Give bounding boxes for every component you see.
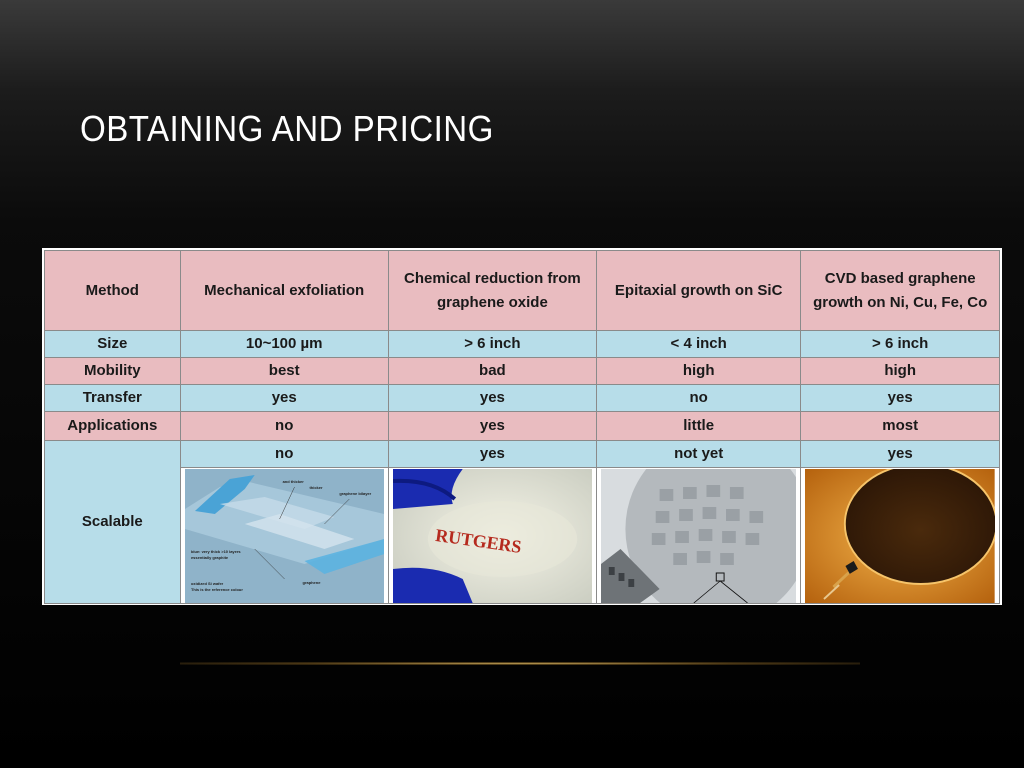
image-cell: and thicker thicker graphene bilayer blu…	[179, 467, 389, 604]
image-label: thicker	[309, 484, 322, 489]
cvd-graphene-image	[805, 468, 995, 603]
header-col-1: Mechanical exfoliation	[179, 250, 389, 331]
table-cell: no	[179, 440, 389, 468]
table-row: Transfer yes yes no yes	[44, 384, 1000, 412]
image-label: blue: very thick >10 layers	[191, 548, 241, 553]
table-cell: little	[595, 411, 802, 441]
image-label: graphene bilayer	[339, 490, 371, 495]
table-cell: yes	[800, 384, 1000, 412]
table-cell: < 4 inch	[595, 330, 802, 358]
image-cell: RUTGERS	[387, 467, 597, 604]
exfoliation-image: and thicker thicker graphene bilayer blu…	[184, 468, 384, 603]
row-label: Applications	[44, 411, 181, 441]
table-cell: > 6 inch	[800, 330, 1000, 358]
table-row: Size 10~100 µm > 6 inch < 4 inch > 6 inc…	[44, 330, 1000, 358]
table-cell: high	[595, 357, 802, 385]
header-col-2: Chemical reduction from graphene oxide	[387, 250, 597, 331]
row-label: Mobility	[44, 357, 181, 385]
sic-wafer-image	[600, 468, 797, 603]
rutgers-sample-image: RUTGERS	[392, 468, 592, 603]
table-row-images: and thicker thicker graphene bilayer blu…	[45, 467, 1000, 604]
table-cell: best	[179, 357, 389, 385]
table-row: Applications no yes little most	[44, 411, 1000, 441]
table-cell: 10~100 µm	[179, 330, 389, 358]
table-cell: bad	[387, 357, 597, 385]
row-label: Transfer	[44, 384, 181, 412]
image-label: and thicker	[282, 478, 304, 483]
table-cell: yes	[387, 411, 597, 441]
header-method: Method	[44, 250, 181, 331]
image-label: graphene	[302, 579, 321, 584]
table-cell: yes	[387, 384, 597, 412]
table-cell: not yet	[595, 440, 802, 468]
image-label: This is the reference colour	[191, 586, 243, 591]
table-cell: yes	[387, 440, 597, 468]
table-row: Mobility best bad high high	[44, 357, 1000, 385]
header-col-4: CVD based graphene growth on Ni, Cu, Fe,…	[800, 250, 1000, 331]
slide-title: OBTAINING AND PRICING	[80, 108, 494, 149]
row-label: Size	[44, 330, 181, 358]
row-label-scalable: Scalable	[44, 440, 181, 604]
image-cell	[800, 467, 1000, 604]
table-cell: no	[179, 411, 389, 441]
decorative-glow-line	[180, 662, 860, 665]
table-header-row: Method Mechanical exfoliation Chemical r…	[44, 250, 1000, 331]
comparison-table: Method Mechanical exfoliation Chemical r…	[42, 248, 1002, 605]
table-cell: yes	[179, 384, 389, 412]
table-cell: yes	[800, 440, 1000, 468]
table-cell: no	[595, 384, 802, 412]
table-cell: most	[800, 411, 1000, 441]
image-cell	[595, 467, 802, 604]
table-cell: > 6 inch	[387, 330, 597, 358]
table-cell: high	[800, 357, 1000, 385]
image-label: essentially graphite	[191, 554, 229, 559]
header-col-3: Epitaxial growth on SiC	[595, 250, 802, 331]
table-row: Scalable no yes not yet yes	[44, 440, 1000, 604]
image-label: oxidized Si wafer	[191, 580, 224, 585]
